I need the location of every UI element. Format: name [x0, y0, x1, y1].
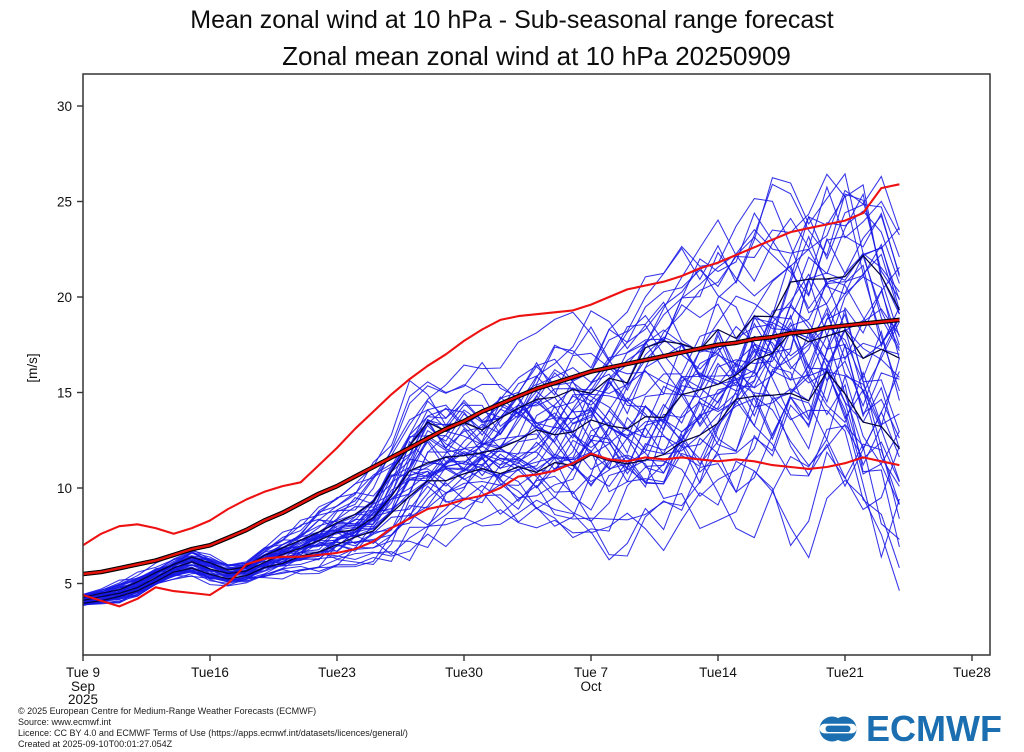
ensemble-quantile-line	[82, 370, 900, 604]
footer-licence: Licence: CC BY 4.0 and ECMWF Terms of Us…	[18, 728, 408, 738]
x-tick-sublabel: 2025	[68, 692, 98, 707]
ensemble-member-line	[82, 210, 900, 598]
climate-upper-line	[82, 183, 900, 547]
x-tick-label: Tue21	[826, 665, 864, 680]
x-tick-label: Tue28	[953, 665, 991, 680]
footer-copyright: © 2025 European Centre for Medium-Range …	[18, 706, 317, 716]
x-tick-label: Tue16	[191, 665, 229, 680]
x-tick-label: Tue 7	[574, 665, 608, 680]
ecmwf-logo: ECMWF	[818, 708, 1002, 750]
footer-created-at: Created at 2025-09-10T00:01:27.054Z	[18, 739, 173, 749]
x-tick-label: Tue14	[699, 665, 737, 680]
y-tick-label: 10	[57, 481, 72, 496]
ecmwf-logo-icon	[819, 716, 857, 742]
ensemble-member-line	[82, 396, 900, 605]
y-axis-label: [m/s]	[25, 353, 40, 382]
footer-attribution: © 2025 European Centre for Medium-Range …	[18, 706, 408, 750]
climate-lower-line	[82, 452, 900, 608]
y-tick-label: 5	[64, 576, 72, 591]
ensemble-member-line	[82, 392, 900, 596]
climate-median-line	[82, 318, 900, 576]
ensemble-member-line	[82, 374, 900, 604]
ensemble-member-line	[82, 381, 900, 605]
y-tick-label: 25	[57, 194, 72, 209]
x-tick-sublabel: Sep	[71, 679, 95, 694]
plot-frame	[82, 73, 991, 656]
x-tick-label: Tue 9	[66, 665, 100, 680]
ensemble-member-line	[82, 212, 900, 601]
ensemble-member-line	[82, 295, 900, 597]
chart-subtitle: Zonal mean zonal wind at 10 hPa 20250909	[282, 41, 791, 71]
y-tick-label: 20	[57, 290, 72, 305]
ensemble-quantile-line	[82, 329, 900, 602]
ensemble-member-line	[82, 175, 900, 604]
ecmwf-logo-text: ECMWF	[866, 708, 1002, 749]
chart-title: Mean zonal wind at 10 hPa - Sub-seasonal…	[190, 6, 834, 34]
x-tick-label: Tue30	[445, 665, 483, 680]
y-tick-label: 15	[57, 385, 72, 400]
x-tick-sublabel: Oct	[580, 679, 601, 694]
ensemble-member-line	[82, 308, 900, 600]
y-tick-label: 30	[57, 99, 72, 114]
footer-source: Source: www.ecmwf.int	[18, 717, 112, 727]
ensemble-member-line	[82, 243, 900, 606]
ensemble-member-line	[82, 192, 900, 598]
ensemble-member-line	[82, 443, 900, 602]
ensemble-quantile-line	[82, 254, 900, 598]
x-tick-label: Tue23	[318, 665, 356, 680]
ensemble-member-line	[82, 333, 900, 606]
